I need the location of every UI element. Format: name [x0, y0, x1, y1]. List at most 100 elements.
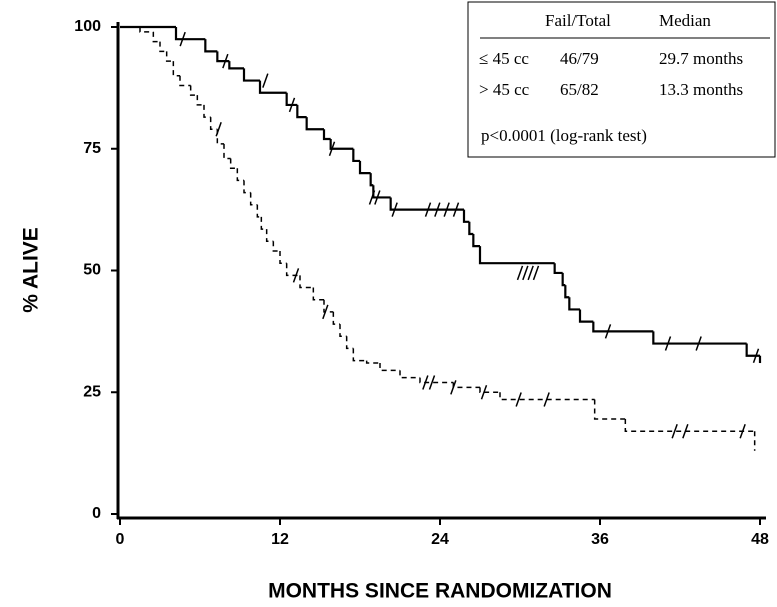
- km-step: [196, 95, 204, 106]
- censor-mark: [391, 202, 398, 217]
- censor-mark: [543, 392, 550, 407]
- censor-mark: [516, 265, 524, 281]
- km-step: [312, 287, 324, 301]
- censor-mark: [515, 392, 522, 407]
- legend-label: > 45 cc: [479, 80, 530, 99]
- censor-mark: [604, 324, 612, 339]
- x-tick-label: 0: [116, 531, 125, 548]
- km-step: [236, 168, 244, 182]
- censor-mark: [328, 141, 336, 157]
- km-step: [624, 419, 755, 432]
- km-step: [322, 129, 331, 141]
- censor-mark: [450, 380, 457, 395]
- censor-mark: [532, 265, 540, 281]
- y-tick-label: 0: [92, 505, 101, 522]
- km-step: [242, 68, 260, 82]
- km-step: [139, 27, 154, 33]
- legend-median: 13.3 months: [659, 80, 743, 99]
- km-step: [323, 299, 334, 313]
- legend-label: ≤ 45 cc: [479, 49, 529, 68]
- km-step: [399, 370, 420, 379]
- censor-mark: [288, 97, 296, 113]
- km-step: [223, 143, 231, 160]
- censor-mark: [422, 375, 429, 390]
- km-step: [468, 221, 474, 236]
- km-step: [358, 160, 371, 175]
- censor-mark: [682, 423, 689, 439]
- km-step: [229, 158, 238, 169]
- y-tick-label: 25: [83, 383, 101, 400]
- censor-mark: [480, 384, 488, 400]
- km-step: [592, 321, 654, 333]
- km-step: [352, 148, 360, 163]
- km-step: [305, 117, 324, 131]
- km-step: [272, 241, 280, 252]
- censor-mark: [368, 190, 376, 205]
- censor-mark: [443, 202, 450, 217]
- km-step: [228, 61, 244, 70]
- km-step: [462, 209, 470, 223]
- censor-mark: [374, 190, 381, 205]
- km-step: [332, 311, 340, 325]
- km-step: [652, 331, 747, 345]
- km-step: [369, 173, 374, 187]
- legend-fail-total: 65/82: [560, 80, 599, 99]
- legend-header: Median: [659, 11, 711, 30]
- censor-mark: [752, 348, 760, 363]
- x-tick-label: 36: [591, 531, 609, 548]
- km-step: [452, 382, 480, 389]
- x-axis-title: MONTHS SINCE RANDOMIZATION: [268, 580, 612, 603]
- legend-header: Fail/Total: [545, 11, 611, 30]
- km-step: [379, 363, 400, 372]
- legend-box: [467, 1, 776, 158]
- km-step: [203, 104, 211, 118]
- km-step: [172, 61, 180, 77]
- km-step: [561, 272, 566, 287]
- censor-mark: [671, 423, 678, 439]
- km-step: [285, 92, 298, 107]
- km-step: [243, 180, 251, 194]
- censor-mark: [527, 265, 534, 281]
- censor-mark: [739, 423, 746, 439]
- km-step: [249, 192, 258, 206]
- km-step: [329, 139, 354, 150]
- km-step: [260, 216, 267, 230]
- km-step: [553, 263, 563, 275]
- annotation: p<0.0001 (log-rank test): [481, 126, 647, 145]
- x-tick-label: 12: [271, 531, 289, 548]
- km-step: [478, 246, 555, 265]
- km-step: [174, 27, 206, 41]
- km-step: [165, 51, 174, 62]
- km-step: [593, 399, 626, 420]
- km-step: [204, 39, 218, 53]
- km-step: [265, 229, 274, 243]
- km-step: [568, 297, 580, 311]
- y-tick-label: 100: [74, 18, 101, 35]
- km-step: [372, 185, 391, 199]
- km-step: [256, 204, 262, 218]
- censor-mark: [522, 265, 529, 281]
- censor-mark: [424, 202, 432, 217]
- censor-mark: [262, 73, 269, 88]
- km-step: [189, 85, 198, 96]
- censor-mark: [428, 375, 436, 390]
- km-step: [389, 197, 464, 211]
- km-step: [352, 348, 367, 362]
- censor-mark: [695, 336, 702, 351]
- x-tick-label: 48: [751, 531, 769, 548]
- km-step: [299, 275, 314, 289]
- km-step: [159, 41, 167, 53]
- y-tick-label: 75: [83, 140, 101, 157]
- censor-mark: [215, 122, 222, 137]
- km-step: [279, 251, 287, 264]
- censor-mark: [292, 268, 300, 283]
- km-step: [345, 336, 354, 350]
- km-step: [209, 117, 218, 131]
- x-tick-label: 24: [431, 531, 449, 548]
- censor-mark: [434, 202, 441, 217]
- km-step: [152, 31, 160, 43]
- km-step: [339, 324, 347, 337]
- censor-mark: [322, 304, 329, 320]
- censor-mark: [179, 31, 186, 47]
